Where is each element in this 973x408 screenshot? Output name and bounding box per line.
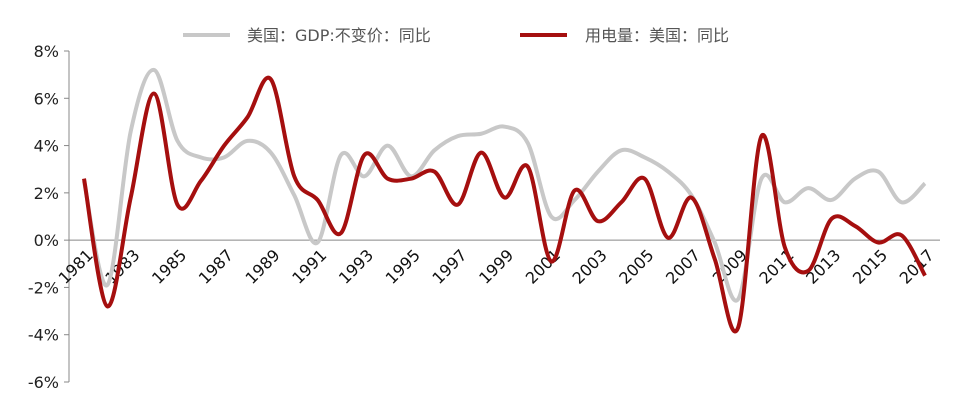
y-tick-label: 0% bbox=[34, 231, 59, 250]
x-tick-label: 1987 bbox=[195, 246, 237, 288]
legend-label-electricity: 用电量：美国：同比 bbox=[585, 26, 729, 45]
x-tick-label: 2013 bbox=[802, 246, 844, 288]
legend-label-gdp: 美国：GDP:不变价：同比 bbox=[247, 26, 431, 45]
x-tick-label: 2011 bbox=[755, 246, 797, 288]
series-line-electricity bbox=[82, 75, 927, 334]
x-tick-label: 2015 bbox=[849, 246, 891, 288]
y-tick-label: 8% bbox=[34, 42, 59, 61]
y-tick-label: 6% bbox=[34, 89, 59, 108]
y-tick-label: -4% bbox=[28, 326, 59, 345]
x-tick-label: 2007 bbox=[662, 246, 704, 288]
x-tick-label: 2017 bbox=[896, 246, 938, 288]
x-tick-label: 1991 bbox=[288, 246, 330, 288]
x-tick-label: 2005 bbox=[615, 246, 657, 288]
x-tick-label: 1995 bbox=[382, 246, 424, 288]
x-tick-label: 1985 bbox=[148, 246, 190, 288]
x-tick-label: 1981 bbox=[55, 246, 97, 288]
x-tick-label: 2003 bbox=[569, 246, 611, 288]
y-tick-label: 2% bbox=[34, 184, 59, 203]
series-group bbox=[82, 67, 927, 334]
x-tick-label: 1999 bbox=[475, 246, 517, 288]
y-tick-label: -2% bbox=[28, 278, 59, 297]
y-tick-label: 4% bbox=[34, 137, 59, 156]
x-tick-label: 1997 bbox=[428, 246, 470, 288]
x-tick-label: 1993 bbox=[335, 246, 377, 288]
x-tick-label: 1989 bbox=[241, 246, 283, 288]
legend: 美国：GDP:不变价：同比 用电量：美国：同比 bbox=[183, 26, 729, 45]
series-line-gdp bbox=[82, 67, 927, 303]
y-tick-label: -6% bbox=[28, 373, 59, 392]
